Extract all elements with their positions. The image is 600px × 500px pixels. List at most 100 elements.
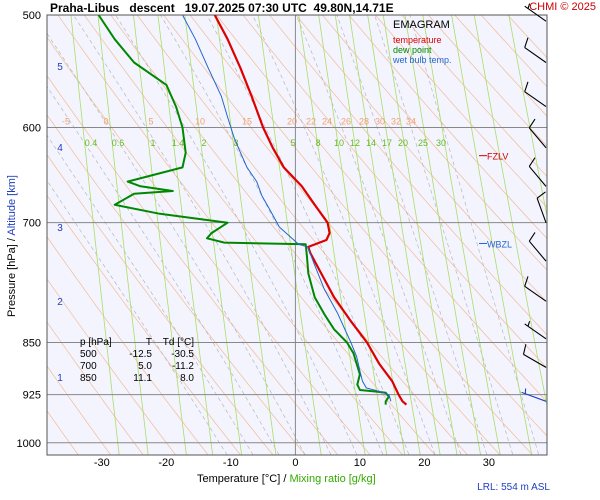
legend-item-dew-point: dew point (393, 45, 432, 55)
wind-barb-half-flag (527, 321, 531, 327)
sounding-mode: descent (129, 1, 175, 15)
mixing-ratio-label: 14 (366, 138, 376, 148)
table-header-row: p [hPa] T Td [°C] (80, 337, 194, 348)
dry-adiabat-label: 28 (359, 117, 369, 127)
mixing-ratio-line (298, 15, 366, 455)
dry-adiabat (348, 15, 547, 239)
pressure-tick-label: 1000 (17, 438, 41, 450)
lrl-label: LRL: 554 m ASL (477, 482, 550, 493)
wind-barb (524, 81, 547, 108)
legend-item-temperature: temperature (393, 35, 442, 45)
mixing-ratio-label: 5 (290, 138, 295, 148)
level-label: WBZL (487, 239, 512, 249)
dry-adiabat (47, 236, 209, 455)
pressure-tick-label: 600 (23, 123, 41, 135)
dry-adiabat-label: 34 (406, 117, 416, 127)
temperature-tick-label: -30 (94, 457, 110, 469)
mixing-ratio-line (184, 15, 243, 455)
wind-barb-flag (524, 276, 529, 287)
y-axis-title-pressure: Pressure [hPa] (6, 244, 18, 317)
saturated-adiabat (295, 15, 462, 455)
mixing-ratio-line (367, 15, 441, 455)
dry-adiabat (47, 75, 339, 455)
temperature-tick-label: -10 (223, 457, 239, 469)
credit-label: CHMI © 2025 (529, 1, 596, 13)
x-axis-title: Temperature [°C] / Mixing ratio [g/kg] (197, 473, 376, 485)
plot-area (47, 15, 547, 455)
mixing-ratio-line (318, 15, 388, 455)
level-label: FZLV (487, 152, 508, 162)
mixing-ratio-line (349, 15, 421, 455)
dry-adiabat (47, 114, 306, 455)
saturated-adiabat (47, 179, 228, 455)
wind-barb-shaft (521, 391, 547, 402)
wind-barb (528, 232, 547, 262)
wind-barb (524, 276, 547, 302)
x-axis-title-mixing-ratio: Mixing ratio [g/kg] (289, 473, 376, 485)
dry-adiabat (401, 15, 547, 178)
legend-title: EMAGRAM (393, 19, 450, 31)
temperature-tick-label: -20 (158, 457, 174, 469)
dry-adiabat-label: 22 (306, 117, 316, 127)
altitude-tick-label: 2 (57, 297, 63, 308)
dry-adiabat (163, 15, 534, 455)
mixing-ratio-label: 20 (398, 138, 408, 148)
temperature-line (213, 15, 408, 406)
station-name: Praha-Libus (50, 1, 120, 15)
dry-adiabat (47, 278, 177, 455)
dry-adiabat (216, 15, 547, 403)
mixing-ratio-line (404, 15, 482, 455)
altitude-tick-label: 4 (57, 143, 63, 154)
saturated-adiabat (47, 85, 280, 455)
plot-border (46, 14, 548, 456)
x-axis-title-temperature: Temperature [°C] (197, 473, 281, 485)
dry-adiabat (47, 194, 242, 455)
y-axis-title-altitude: Altitude [km] (6, 175, 18, 236)
dry-adiabat (295, 15, 547, 303)
pressure-tick-label: 700 (23, 218, 41, 230)
station-coords: 49.80N,14.71E (313, 1, 394, 15)
wind-barb (528, 157, 547, 187)
mixing-ratio-line (382, 15, 458, 455)
saturated-adiabat (72, 15, 332, 455)
dry-adiabat (454, 15, 547, 117)
pressure-tick-label: 925 (23, 390, 41, 402)
saturated-adiabat (47, 134, 254, 455)
dry-adiabat (321, 15, 547, 271)
dry-adiabat-label: 26 (341, 117, 351, 127)
table-row: 500 -12.5 -30.5 (80, 349, 194, 360)
wind-barb-flag (522, 344, 527, 355)
saturated-adiabat (336, 15, 488, 455)
dry-adiabat (374, 15, 547, 208)
pressure-tick-label: 850 (23, 337, 41, 349)
wind-barb-shaft (528, 166, 547, 187)
mixing-ratio-line (257, 15, 322, 455)
mixing-ratio-line (97, 15, 149, 455)
dew-point-line (97, 15, 390, 405)
dry-adiabat (47, 321, 144, 455)
dry-adiabat-label: 20 (287, 117, 297, 127)
altitude-tick-label: 5 (57, 62, 63, 73)
saturated-adiabat (374, 15, 514, 455)
saturated-adiabat (159, 15, 384, 455)
altitude-tick-label: 1 (57, 373, 63, 384)
saturated-adiabat (47, 32, 306, 455)
mixing-ratio-line (508, 15, 547, 219)
wind-barb-shaft (523, 353, 547, 368)
mixing-ratio-label: 25 (418, 138, 428, 148)
dry-adiabat-label: 30 (375, 117, 385, 127)
wind-barb-shaft (528, 127, 547, 149)
wind-barb-shaft (536, 198, 547, 223)
wind-barb (536, 191, 547, 223)
chart-header: Praha-Libus descent 19.07.2025 07:30 UTC… (50, 1, 394, 15)
pressure-tick-label: 500 (23, 10, 41, 22)
wind-barb (521, 388, 547, 402)
mixing-ratio-label: 1 (150, 138, 155, 148)
altitude-tick-label: 3 (57, 223, 63, 234)
dry-adiabat-label: 10 (195, 117, 205, 127)
wind-barb (524, 3, 547, 22)
wind-barb-flag (524, 81, 529, 92)
legend-box: EMAGRAM temperature dew point wet bulb t… (393, 18, 485, 65)
mixing-ratio-label: 8 (315, 138, 320, 148)
